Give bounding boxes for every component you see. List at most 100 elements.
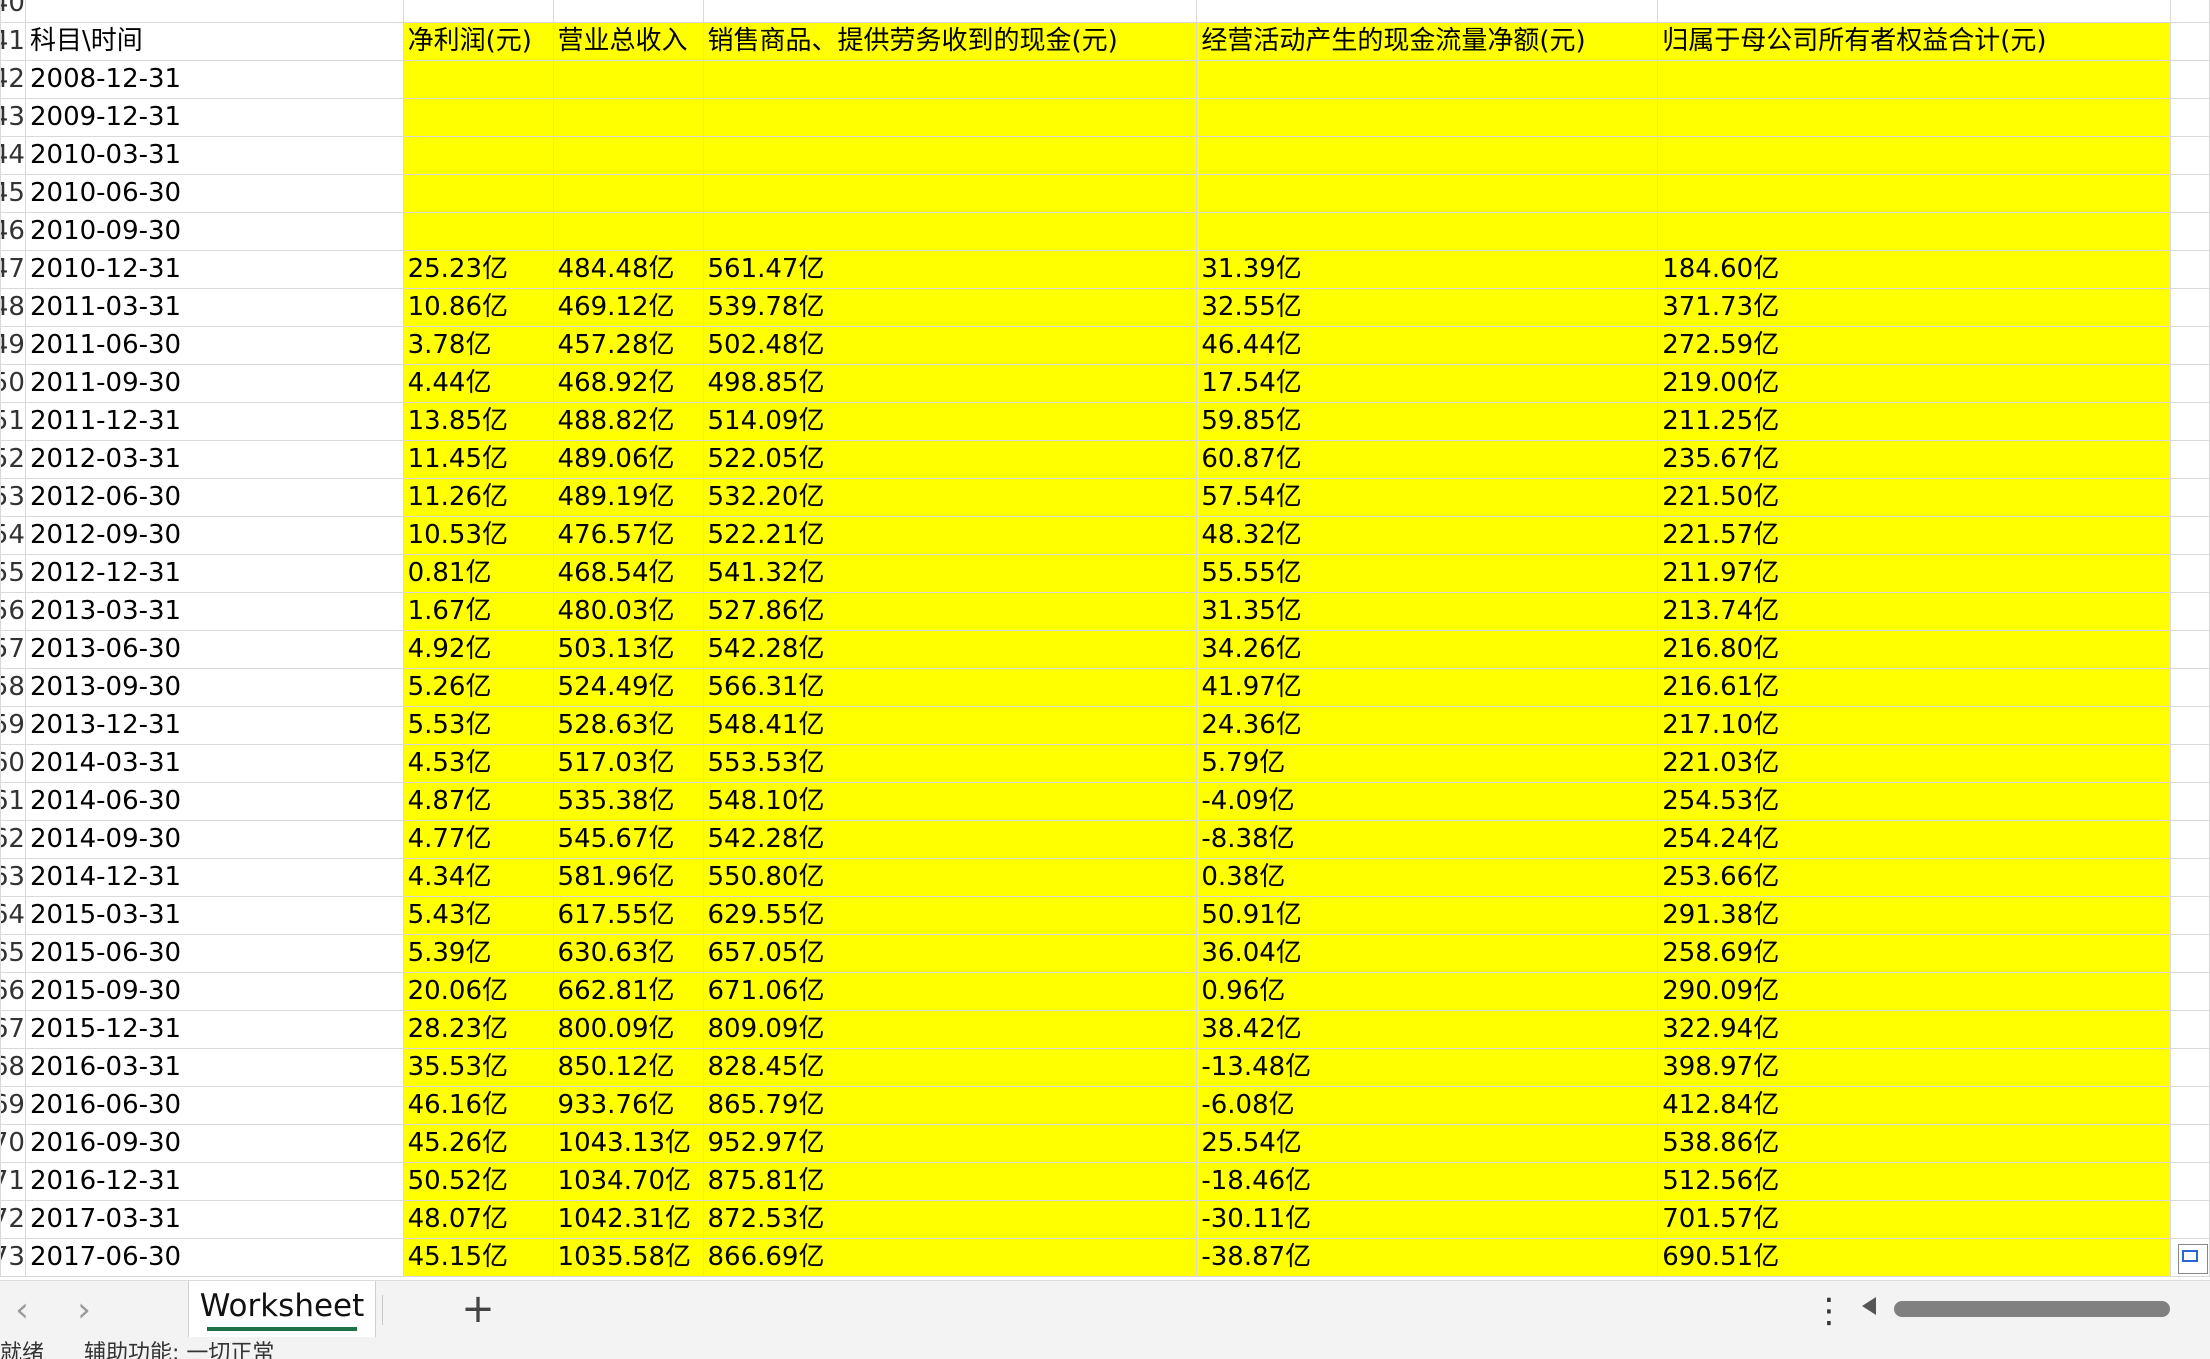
value-cell[interactable]: 4.87亿 bbox=[402, 782, 554, 821]
value-cell[interactable]: 850.12亿 bbox=[552, 1048, 704, 1087]
value-cell[interactable]: 630.63亿 bbox=[552, 934, 704, 973]
value-cell[interactable] bbox=[1196, 60, 1659, 99]
date-cell[interactable]: 2015-09-30 bbox=[24, 972, 404, 1011]
value-cell[interactable] bbox=[552, 98, 704, 137]
value-cell[interactable] bbox=[1657, 60, 2171, 99]
value-cell[interactable]: 535.38亿 bbox=[552, 782, 704, 821]
value-cell[interactable]: 527.86亿 bbox=[702, 592, 1198, 631]
cell[interactable] bbox=[2169, 706, 2210, 745]
cell[interactable] bbox=[2169, 364, 2210, 403]
date-cell[interactable]: 2013-03-31 bbox=[24, 592, 404, 631]
add-sheet-button[interactable]: + bbox=[461, 1286, 495, 1332]
value-cell[interactable]: 184.60亿 bbox=[1657, 250, 2171, 289]
cell[interactable] bbox=[2169, 250, 2210, 289]
cell[interactable] bbox=[552, 0, 704, 23]
value-cell[interactable]: 55.55亿 bbox=[1196, 554, 1659, 593]
value-cell[interactable]: 4.77亿 bbox=[402, 820, 554, 859]
date-cell[interactable]: 2012-03-31 bbox=[24, 440, 404, 479]
value-cell[interactable]: 498.85亿 bbox=[702, 364, 1198, 403]
value-cell[interactable]: 828.45亿 bbox=[702, 1048, 1198, 1087]
value-cell[interactable]: 1034.70亿 bbox=[552, 1162, 704, 1201]
cell[interactable] bbox=[702, 0, 1198, 23]
value-cell[interactable]: 800.09亿 bbox=[552, 1010, 704, 1049]
cell[interactable] bbox=[2169, 858, 2210, 897]
value-cell[interactable]: 20.06亿 bbox=[402, 972, 554, 1011]
value-cell[interactable]: 532.20亿 bbox=[702, 478, 1198, 517]
value-cell[interactable]: 211.97亿 bbox=[1657, 554, 2171, 593]
value-cell[interactable]: 46.44亿 bbox=[1196, 326, 1659, 365]
cell[interactable] bbox=[402, 0, 554, 23]
value-cell[interactable] bbox=[402, 174, 554, 213]
value-cell[interactable]: 48.07亿 bbox=[402, 1200, 554, 1239]
cell[interactable] bbox=[2169, 630, 2210, 669]
date-cell[interactable]: 2013-06-30 bbox=[24, 630, 404, 669]
value-cell[interactable]: 489.19亿 bbox=[552, 478, 704, 517]
cell[interactable] bbox=[2169, 174, 2210, 213]
value-cell[interactable]: 503.13亿 bbox=[552, 630, 704, 669]
value-cell[interactable]: 57.54亿 bbox=[1196, 478, 1659, 517]
value-cell[interactable]: 662.81亿 bbox=[552, 972, 704, 1011]
cell[interactable] bbox=[2169, 1086, 2210, 1125]
value-cell[interactable]: -8.38亿 bbox=[1196, 820, 1659, 859]
value-cell[interactable]: 5.43亿 bbox=[402, 896, 554, 935]
value-cell[interactable]: 290.09亿 bbox=[1657, 972, 2171, 1011]
value-cell[interactable] bbox=[1657, 136, 2171, 175]
value-cell[interactable]: 11.45亿 bbox=[402, 440, 554, 479]
scroll-left-icon[interactable] bbox=[1862, 1297, 1876, 1315]
value-cell[interactable]: 4.44亿 bbox=[402, 364, 554, 403]
value-cell[interactable]: 258.69亿 bbox=[1657, 934, 2171, 973]
value-cell[interactable]: 5.39亿 bbox=[402, 934, 554, 973]
value-cell[interactable]: 291.38亿 bbox=[1657, 896, 2171, 935]
value-cell[interactable]: 371.73亿 bbox=[1657, 288, 2171, 327]
value-cell[interactable] bbox=[702, 98, 1198, 137]
value-cell[interactable]: 561.47亿 bbox=[702, 250, 1198, 289]
cell[interactable] bbox=[2169, 136, 2210, 175]
cell[interactable] bbox=[24, 0, 404, 23]
date-cell[interactable]: 2010-06-30 bbox=[24, 174, 404, 213]
date-cell[interactable]: 2009-12-31 bbox=[24, 98, 404, 137]
cell[interactable] bbox=[2169, 592, 2210, 631]
value-cell[interactable]: 272.59亿 bbox=[1657, 326, 2171, 365]
value-cell[interactable]: 581.96亿 bbox=[552, 858, 704, 897]
value-cell[interactable]: 542.28亿 bbox=[702, 630, 1198, 669]
value-cell[interactable]: -18.46亿 bbox=[1196, 1162, 1659, 1201]
value-cell[interactable]: 3.78亿 bbox=[402, 326, 554, 365]
date-cell[interactable]: 2011-03-31 bbox=[24, 288, 404, 327]
header-cell[interactable]: 净利润(元) bbox=[402, 22, 554, 61]
value-cell[interactable]: 629.55亿 bbox=[702, 896, 1198, 935]
date-cell[interactable]: 2015-03-31 bbox=[24, 896, 404, 935]
cell[interactable] bbox=[2169, 478, 2210, 517]
value-cell[interactable]: 539.78亿 bbox=[702, 288, 1198, 327]
value-cell[interactable] bbox=[402, 98, 554, 137]
value-cell[interactable]: 548.10亿 bbox=[702, 782, 1198, 821]
value-cell[interactable]: 875.81亿 bbox=[702, 1162, 1198, 1201]
value-cell[interactable]: 216.80亿 bbox=[1657, 630, 2171, 669]
value-cell[interactable]: 221.50亿 bbox=[1657, 478, 2171, 517]
value-cell[interactable]: 11.26亿 bbox=[402, 478, 554, 517]
cell[interactable] bbox=[2169, 440, 2210, 479]
value-cell[interactable]: 59.85亿 bbox=[1196, 402, 1659, 441]
value-cell[interactable]: 468.92亿 bbox=[552, 364, 704, 403]
value-cell[interactable]: 35.53亿 bbox=[402, 1048, 554, 1087]
date-cell[interactable]: 2017-06-30 bbox=[24, 1238, 404, 1277]
value-cell[interactable]: 528.63亿 bbox=[552, 706, 704, 745]
date-cell[interactable]: 2011-09-30 bbox=[24, 364, 404, 403]
value-cell[interactable]: 50.91亿 bbox=[1196, 896, 1659, 935]
value-cell[interactable]: 38.42亿 bbox=[1196, 1010, 1659, 1049]
cell[interactable] bbox=[2169, 1010, 2210, 1049]
value-cell[interactable]: 617.55亿 bbox=[552, 896, 704, 935]
value-cell[interactable]: 548.41亿 bbox=[702, 706, 1198, 745]
value-cell[interactable] bbox=[1657, 212, 2171, 251]
value-cell[interactable] bbox=[702, 212, 1198, 251]
value-cell[interactable]: 809.09亿 bbox=[702, 1010, 1198, 1049]
value-cell[interactable]: 1042.31亿 bbox=[552, 1200, 704, 1239]
cell[interactable] bbox=[2169, 0, 2210, 23]
cell[interactable] bbox=[1196, 0, 1659, 23]
value-cell[interactable]: 0.38亿 bbox=[1196, 858, 1659, 897]
value-cell[interactable]: 553.53亿 bbox=[702, 744, 1198, 783]
date-cell[interactable]: 2010-12-31 bbox=[24, 250, 404, 289]
value-cell[interactable]: 17.54亿 bbox=[1196, 364, 1659, 403]
date-cell[interactable]: 2014-03-31 bbox=[24, 744, 404, 783]
date-cell[interactable]: 2017-03-31 bbox=[24, 1200, 404, 1239]
value-cell[interactable] bbox=[552, 212, 704, 251]
